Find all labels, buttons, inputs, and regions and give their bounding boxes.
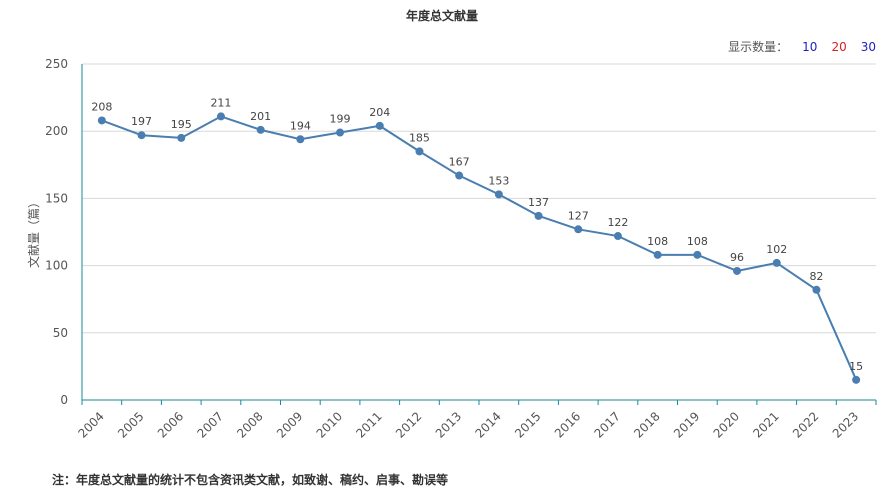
x-tick-label: 2022 — [790, 409, 821, 440]
data-label: 102 — [766, 243, 787, 256]
display-count-selector: 显示数量： 10 20 30 — [728, 38, 876, 55]
x-tick-label: 2023 — [830, 409, 861, 440]
data-point — [852, 375, 861, 384]
data-label: 204 — [369, 106, 390, 119]
y-tick-label: 100 — [45, 259, 68, 273]
data-label: 199 — [330, 113, 351, 126]
y-tick-label: 50 — [53, 326, 68, 340]
data-label: 195 — [171, 118, 192, 131]
series-line — [101, 115, 858, 381]
data-label: 201 — [250, 110, 271, 123]
x-tick-label: 2006 — [155, 409, 186, 440]
data-point — [574, 225, 583, 234]
data-point — [613, 232, 622, 241]
x-tick-label: 2018 — [631, 409, 662, 440]
x-tick-label: 2008 — [234, 409, 265, 440]
y-tick-label: 0 — [60, 393, 68, 407]
data-point — [336, 128, 345, 137]
data-point — [494, 190, 503, 199]
chart-title: 年度总文献量 — [405, 9, 478, 23]
x-tick-label: 2005 — [115, 409, 146, 440]
x-tick-label: 2019 — [671, 409, 702, 440]
x-tick-label: 2015 — [512, 409, 543, 440]
data-label: 194 — [290, 119, 311, 132]
data-point — [177, 133, 186, 142]
display-count-label: 显示数量： — [728, 40, 789, 54]
data-point — [216, 112, 225, 121]
x-tick-label: 2004 — [75, 409, 106, 440]
data-point — [653, 250, 662, 259]
data-point — [296, 135, 305, 144]
y-axis-title: 文献量（篇） — [26, 196, 41, 268]
data-label: 82 — [809, 270, 823, 283]
data-label: 122 — [607, 216, 628, 229]
data-label: 197 — [131, 115, 152, 128]
count-option-10[interactable]: 10 — [802, 39, 818, 54]
data-point — [534, 211, 543, 220]
x-tick-label: 2010 — [314, 409, 345, 440]
x-tick-label: 2014 — [472, 409, 503, 440]
data-label: 185 — [409, 131, 430, 144]
x-tick-label: 2009 — [274, 409, 305, 440]
data-label: 15 — [849, 360, 863, 373]
x-tick-label: 2020 — [711, 409, 742, 440]
data-point — [256, 125, 265, 134]
data-point — [812, 285, 821, 294]
data-label: 208 — [91, 100, 112, 113]
data-label: 108 — [687, 235, 708, 248]
data-label: 153 — [488, 174, 509, 187]
x-tick-label: 2016 — [552, 409, 583, 440]
count-option-20[interactable]: 20 — [831, 39, 847, 54]
x-tick-label: 2013 — [433, 409, 464, 440]
x-tick-label: 2011 — [353, 409, 384, 440]
data-point — [375, 121, 384, 130]
footnote: 注：年度总文献量的统计不包含资讯类文献，如致谢、稿约、启事、勘误等 — [52, 473, 449, 487]
data-point — [455, 171, 464, 180]
data-point — [772, 258, 781, 267]
x-tick-label: 2007 — [195, 409, 226, 440]
x-tick-label: 2021 — [750, 409, 781, 440]
data-label: 108 — [647, 235, 668, 248]
data-point — [97, 116, 106, 125]
data-point — [137, 131, 146, 140]
data-label: 127 — [568, 209, 589, 222]
x-tick-label: 2012 — [393, 409, 424, 440]
data-label: 167 — [449, 156, 470, 169]
count-option-30[interactable]: 30 — [860, 39, 876, 54]
data-label: 211 — [210, 96, 231, 109]
x-tick-label: 2017 — [592, 409, 623, 440]
data-point — [415, 147, 424, 156]
data-point — [693, 250, 702, 259]
y-tick-label: 200 — [45, 124, 68, 138]
data-label: 96 — [730, 251, 744, 264]
data-point — [733, 266, 742, 275]
data-label: 137 — [528, 196, 549, 209]
y-tick-label: 150 — [45, 191, 68, 205]
y-tick-label: 250 — [45, 57, 68, 71]
